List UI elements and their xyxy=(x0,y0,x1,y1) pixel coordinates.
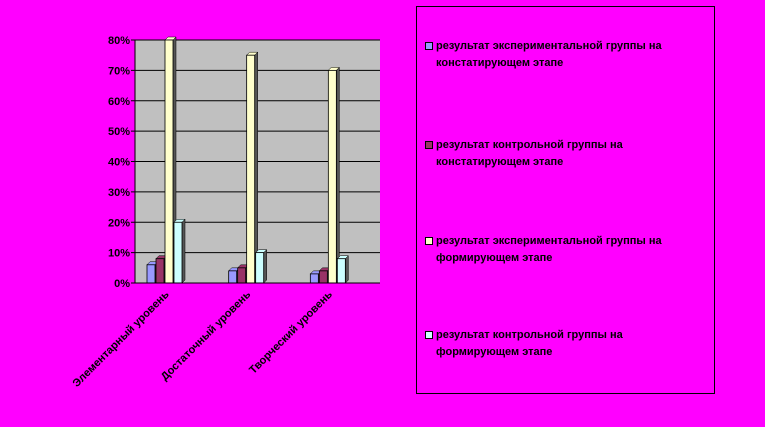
legend-item: результат контрольной группы на формирую… xyxy=(425,327,705,361)
bar-side xyxy=(254,51,258,284)
bar xyxy=(336,258,346,284)
y-tick-label: 80% xyxy=(108,35,130,47)
legend-label: результат экспериментальной группы на фо… xyxy=(436,235,662,264)
legend-label: результат экспериментальной группы на ко… xyxy=(436,40,662,69)
bars xyxy=(146,36,349,284)
bar xyxy=(246,54,256,284)
bar-side xyxy=(336,66,340,284)
bar xyxy=(318,270,328,284)
bar xyxy=(309,273,319,284)
legend: результат экспериментальной группы на ко… xyxy=(416,6,715,394)
bar xyxy=(146,264,156,284)
bar-side xyxy=(345,255,349,284)
legend-label: результат контрольной группы на формирую… xyxy=(436,329,623,358)
legend-swatch xyxy=(425,141,433,149)
x-tick-label: Элементарный уровень xyxy=(71,288,172,389)
bar xyxy=(164,39,174,284)
bar xyxy=(228,270,238,284)
bar-side xyxy=(263,249,267,284)
x-tick-label: Достаточный уровень xyxy=(159,288,254,383)
y-tick-label: 20% xyxy=(108,217,130,229)
y-tick-label: 50% xyxy=(108,126,130,138)
legend-swatch xyxy=(425,331,433,339)
bar xyxy=(255,252,265,284)
y-axis-ticks: 0% 10% 20% 30% 40% 50% 60% 70% 80% xyxy=(108,35,135,290)
legend-item: результат контрольной группы на констати… xyxy=(425,137,705,171)
legend-item: результат экспериментальной группы на фо… xyxy=(425,233,705,267)
legend-swatch xyxy=(425,42,433,50)
y-tick-label: 70% xyxy=(108,65,130,77)
legend-label: результат контрольной группы на констати… xyxy=(436,139,623,168)
legend-swatch xyxy=(425,237,433,245)
y-tick-label: 60% xyxy=(108,96,130,108)
legend-item: результат экспериментальной группы на ко… xyxy=(425,38,705,72)
bar xyxy=(155,258,165,284)
y-tick-label: 30% xyxy=(108,187,130,199)
y-tick-label: 10% xyxy=(108,248,130,260)
x-tick-label: Творческий уровень xyxy=(247,288,335,376)
y-tick-label: 0% xyxy=(114,278,130,290)
bar xyxy=(237,267,247,284)
bar-side xyxy=(181,218,186,284)
bar xyxy=(327,69,337,284)
bar xyxy=(173,221,183,284)
y-tick-label: 40% xyxy=(108,157,130,169)
